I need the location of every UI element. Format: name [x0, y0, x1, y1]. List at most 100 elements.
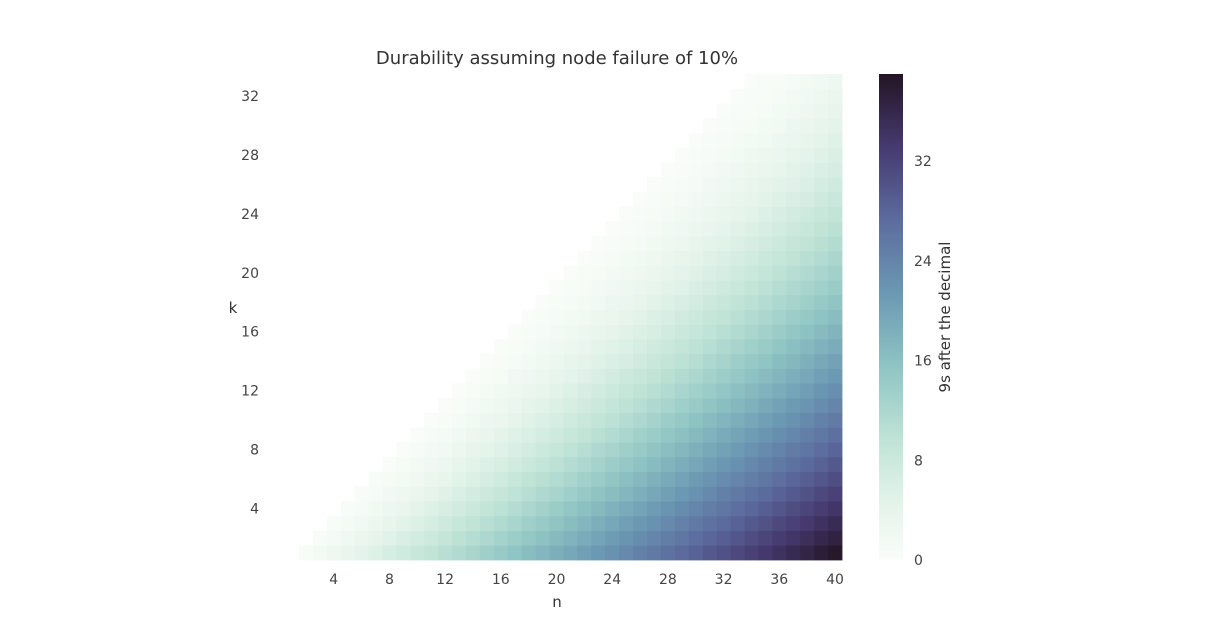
heatmap-cell: [507, 471, 523, 487]
heatmap-cell: [424, 501, 439, 517]
heatmap-cell: [633, 353, 648, 369]
heatmap-cell: [730, 515, 745, 531]
heatmap-cell: [744, 545, 759, 561]
heatmap-cell: [660, 486, 676, 502]
heatmap-cell: [744, 456, 759, 473]
heatmap-cell: [549, 412, 564, 428]
heatmap-cell: [688, 265, 704, 281]
heatmap-cell: [744, 471, 759, 487]
heatmap-cell: [507, 501, 523, 517]
heatmap-cell: [549, 368, 564, 384]
heatmap-cell: [744, 294, 759, 311]
heatmap-cell: [758, 88, 773, 104]
heatmap-cell: [716, 501, 731, 517]
heatmap-cell: [744, 427, 759, 443]
heatmap-cell: [605, 427, 620, 443]
heatmap-cell: [800, 191, 815, 207]
heatmap-cell: [466, 398, 481, 414]
heatmap-cell: [674, 412, 690, 428]
heatmap-cell: [744, 162, 759, 178]
heatmap-cell: [800, 501, 815, 517]
heatmap-cell: [800, 530, 815, 546]
heatmap-cell: [786, 486, 801, 502]
heatmap-cell: [507, 545, 523, 561]
heatmap-cell: [772, 103, 787, 119]
heatmap-cell: [772, 294, 787, 311]
heatmap-cell: [452, 427, 467, 443]
heatmap-cell: [521, 486, 537, 502]
heatmap-cell: [716, 103, 731, 119]
heatmap-cell: [758, 294, 773, 311]
heatmap-cell: [424, 471, 439, 487]
heatmap-cell: [772, 132, 787, 149]
heatmap-cell: [758, 103, 773, 119]
heatmap-cell: [744, 132, 759, 149]
heatmap-cell: [647, 545, 662, 561]
heatmap-cell: [758, 383, 773, 399]
heatmap-cell: [577, 515, 592, 531]
heatmap-cell: [493, 353, 509, 369]
x-tick-label: 16: [492, 572, 510, 588]
heatmap-cell: [814, 486, 829, 502]
heatmap-cell: [688, 339, 704, 355]
heatmap-cell: [633, 309, 648, 325]
heatmap-cell: [716, 412, 731, 428]
heatmap-cell: [633, 471, 648, 487]
heatmap-cell: [828, 383, 843, 399]
colorbar-ticks: 0 8 16 24 32: [914, 154, 932, 569]
heatmap-cell: [424, 456, 439, 473]
heatmap-cell: [577, 471, 592, 487]
heatmap-cell: [730, 383, 745, 399]
heatmap-cell: [730, 162, 745, 178]
heatmap-cell: [466, 412, 481, 428]
heatmap-cell: [828, 236, 843, 252]
heatmap-cell: [786, 280, 801, 296]
heatmap-cell: [647, 280, 662, 296]
heatmap-cell: [702, 309, 718, 325]
heatmap-cell: [674, 162, 690, 178]
heatmap-cell: [396, 486, 411, 502]
heatmap-cell: [716, 530, 731, 546]
heatmap-cell: [535, 398, 550, 414]
heatmap-cell: [716, 471, 731, 487]
heatmap-cell: [591, 353, 606, 369]
heatmap-cell: [786, 471, 801, 487]
heatmap-cell: [340, 545, 356, 561]
heatmap-cell: [354, 530, 369, 546]
heatmap-cell: [828, 398, 843, 414]
heatmap-cell: [828, 545, 843, 561]
heatmap-cell: [800, 398, 815, 414]
heatmap-cell: [438, 501, 453, 517]
heatmap-cell: [452, 530, 467, 546]
heatmap-cell: [424, 486, 439, 502]
heatmap-cell: [674, 147, 690, 163]
heatmap-cell: [758, 368, 773, 384]
heatmap-cell: [758, 147, 773, 163]
heatmap-cell: [535, 427, 550, 443]
heatmap-cell: [452, 501, 467, 517]
heatmap-cell: [772, 501, 787, 517]
heatmap-cell: [772, 118, 787, 134]
heatmap-cell: [577, 486, 592, 502]
heatmap-cell: [716, 309, 731, 325]
heatmap-cell: [772, 471, 787, 487]
heatmap-cell: [688, 191, 704, 207]
heatmap-cell: [716, 236, 731, 252]
heatmap-cell: [772, 206, 787, 222]
heatmap-cell: [702, 530, 718, 546]
heatmap-cell: [577, 368, 592, 384]
heatmap-cell: [702, 368, 718, 384]
heatmap-cell: [605, 530, 620, 546]
heatmap-cell: [786, 501, 801, 517]
heatmap-cell: [647, 456, 662, 473]
heatmap-cell: [674, 265, 690, 281]
heatmap-cell: [702, 471, 718, 487]
heatmap-cell: [410, 427, 425, 443]
heatmap-cell: [493, 486, 509, 502]
heatmap-cell: [647, 501, 662, 517]
heatmap-cell: [410, 471, 425, 487]
heatmap-cell: [396, 456, 411, 473]
heatmap-cell: [758, 339, 773, 355]
heatmap-cell: [479, 456, 495, 473]
